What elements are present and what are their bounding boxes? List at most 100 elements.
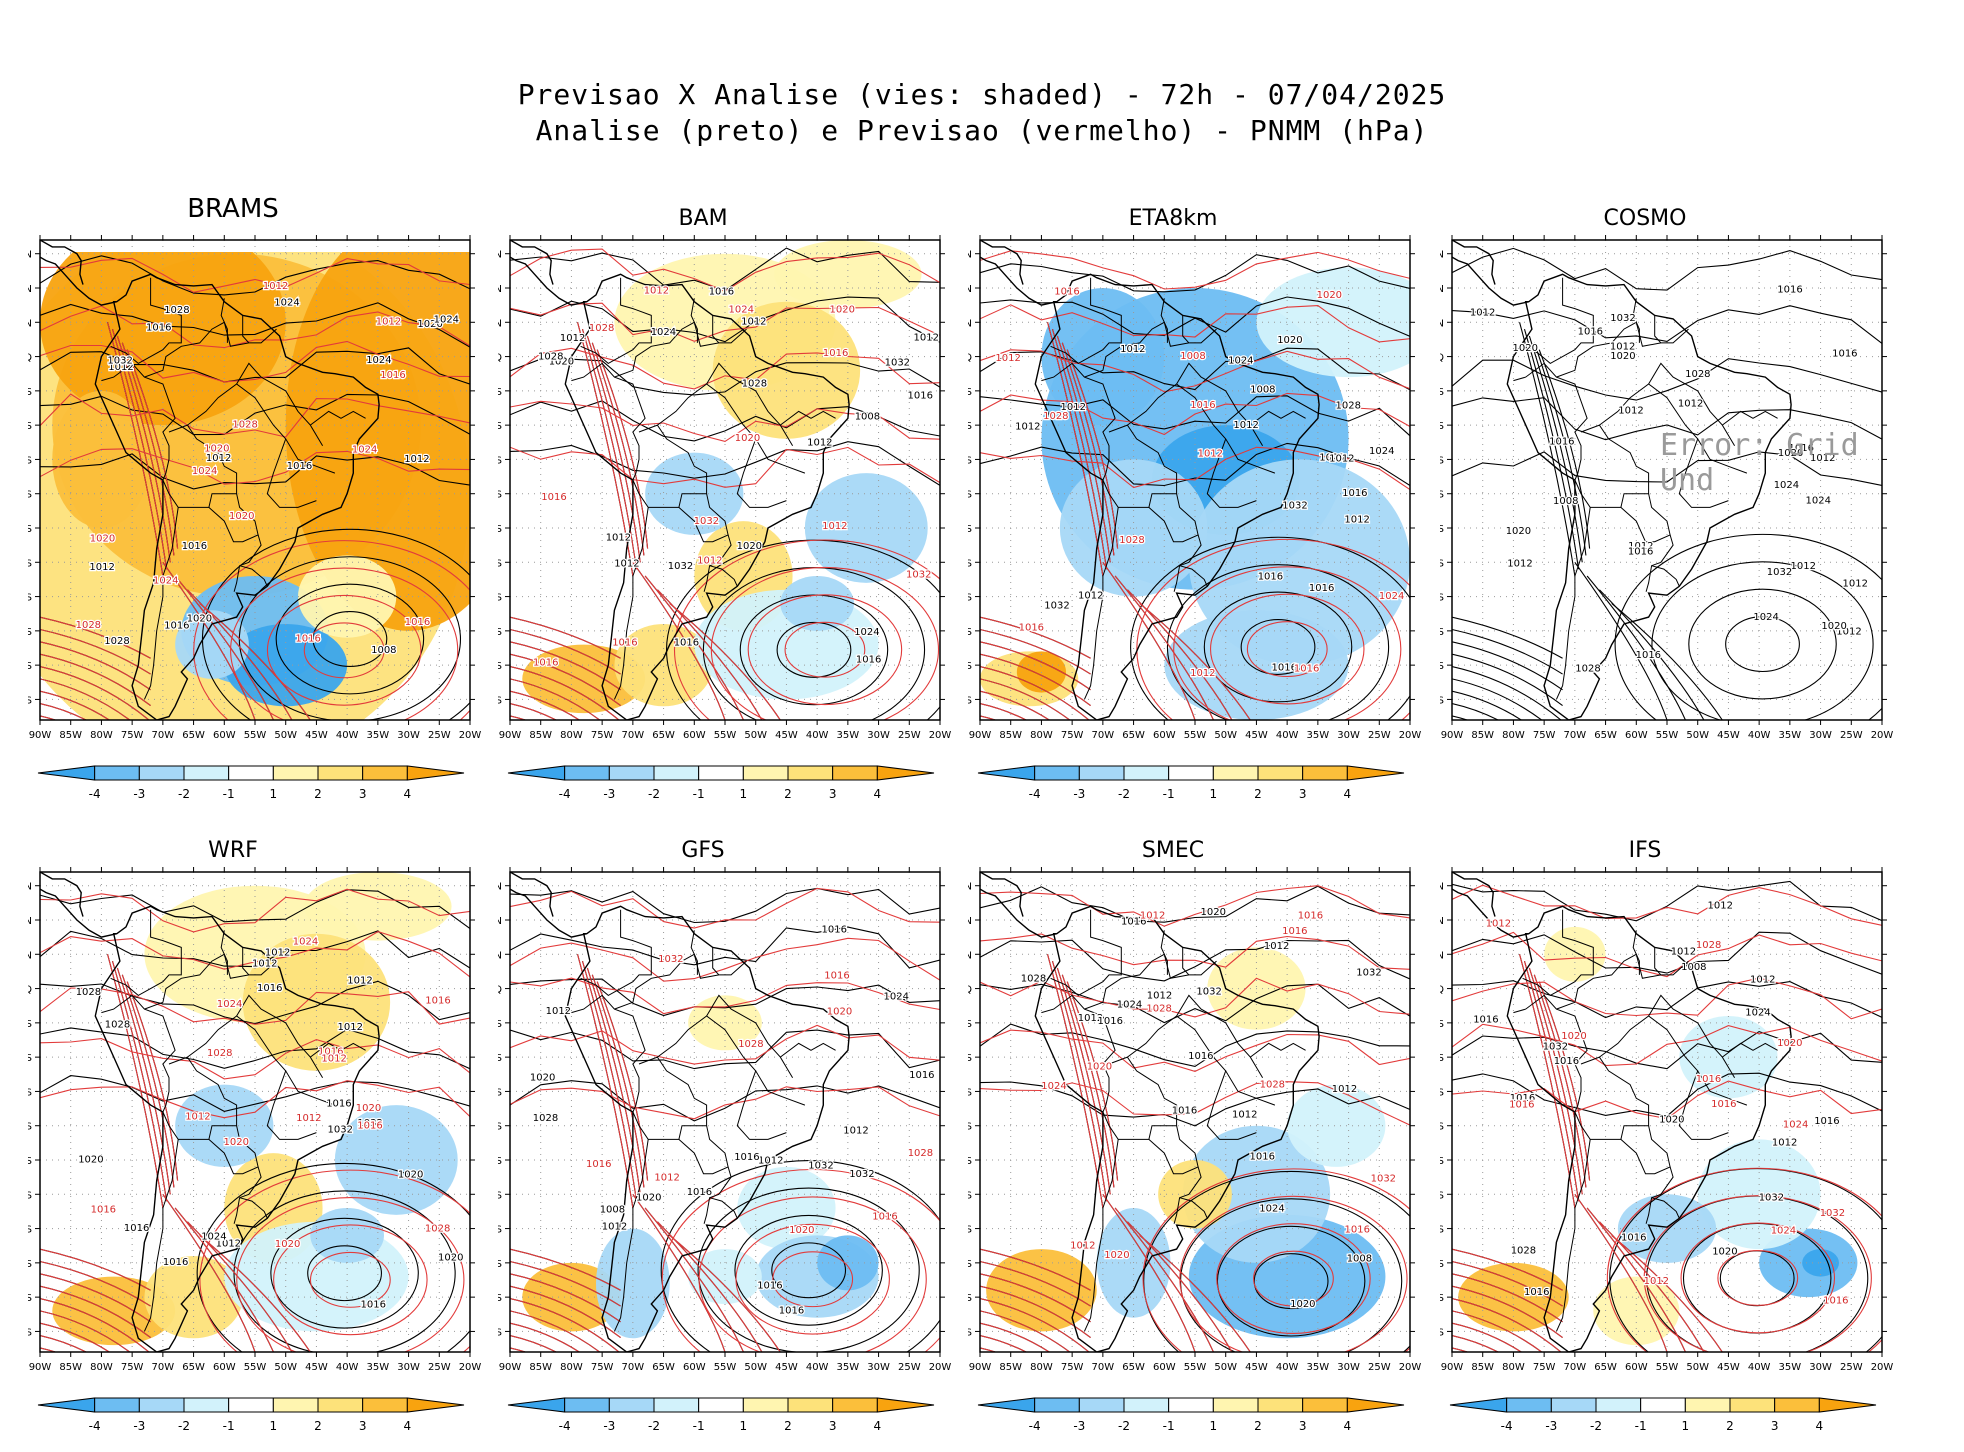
contour-label: 1024 xyxy=(1806,496,1831,507)
panel-title: BAM xyxy=(678,206,728,231)
contour-label: 1016 xyxy=(1054,286,1079,297)
contour-label: 1016 xyxy=(1272,662,1297,673)
contour-label: 1020 xyxy=(1506,526,1531,537)
lat-tick-label: 10S xyxy=(968,421,972,432)
isobar xyxy=(510,347,940,390)
isobar xyxy=(266,594,422,706)
lat-tick-label: 20S xyxy=(1440,490,1444,501)
lat-tick-label: 15N xyxy=(498,882,502,893)
isobar xyxy=(980,665,1090,720)
lat-tick-label: 5S xyxy=(968,1019,972,1030)
isobar xyxy=(1452,653,1563,707)
isobar xyxy=(510,1024,940,1065)
isobar xyxy=(230,567,459,720)
contour-label: 1024 xyxy=(1745,1008,1770,1019)
contour-label: 1024 xyxy=(884,991,909,1002)
figure-title-line-2: Analise (preto) e Previsao (vermelho) - … xyxy=(535,114,1429,147)
contour-label: 1032 xyxy=(1356,968,1381,979)
lat-tick-label: 50S xyxy=(968,1327,972,1338)
lat-tick-label: 5S xyxy=(28,387,32,398)
lat-tick-label: 25S xyxy=(498,1156,502,1167)
contour-label: 1020 xyxy=(78,1155,103,1166)
colorbar-label: 2 xyxy=(1726,1419,1734,1433)
lat-tick-label: 10S xyxy=(1440,1053,1444,1064)
map-plot: 1016101210121012101610121016101610201024… xyxy=(1440,867,1893,1372)
colorbar-label: -2 xyxy=(648,787,660,801)
isobar xyxy=(1051,960,1108,1202)
isobar xyxy=(199,1235,311,1352)
country-borders xyxy=(101,909,366,1332)
contour-label: 1008 xyxy=(855,412,880,423)
contour-label: 1012 xyxy=(1708,901,1733,912)
isobar xyxy=(1651,561,1874,720)
isobar xyxy=(586,967,641,1195)
isobar xyxy=(980,678,1071,720)
lon-tick-label: 40W xyxy=(1748,730,1771,740)
contour-label: 1012 xyxy=(1470,307,1495,318)
isobar xyxy=(510,690,581,720)
lon-tick-label: 50W xyxy=(274,1362,297,1372)
lat-tick-label: 15S xyxy=(1440,1087,1444,1098)
isobar xyxy=(644,575,744,720)
lon-tick-label: 25W xyxy=(898,730,921,740)
isobar xyxy=(660,1160,940,1352)
isobar xyxy=(980,690,1051,720)
contour-label: 1016 xyxy=(533,657,558,668)
lon-tick-label: 30W xyxy=(867,730,890,740)
contour-label: 1016 xyxy=(326,1099,351,1110)
isobar xyxy=(644,1207,744,1352)
lat-tick-label: 35S xyxy=(1440,593,1444,604)
contour-label: 1016 xyxy=(361,1300,386,1311)
contour-label: 1024 xyxy=(1379,591,1404,602)
colorbar-bin xyxy=(787,1397,834,1413)
contour-label: 1016 xyxy=(709,287,734,298)
lat-tick-label: 35S xyxy=(968,593,972,604)
contour-label: 1012 xyxy=(1791,561,1816,572)
isobar xyxy=(669,1235,781,1352)
isobar xyxy=(510,1260,621,1307)
contour-label: 1032 xyxy=(357,1118,382,1129)
contour-label: 1012 xyxy=(263,281,288,292)
colorbar-bin xyxy=(1078,1397,1125,1413)
lat-tick-label: 5N xyxy=(1440,950,1444,961)
lon-tick-label: 30W xyxy=(397,1362,420,1372)
contour-label: 1008 xyxy=(600,1205,625,1216)
isobar xyxy=(980,1029,1410,1072)
isobar xyxy=(1142,1168,1410,1352)
colorbar-label: 2 xyxy=(314,787,322,801)
coastline xyxy=(510,872,850,1352)
contour-label: 1012 xyxy=(404,454,429,465)
contour-label: 1016 xyxy=(295,634,320,645)
lon-tick-label: 85W xyxy=(1471,730,1494,740)
contour-label: 1020 xyxy=(827,1007,852,1018)
contour-label: 1012 xyxy=(758,1155,783,1166)
country-borders xyxy=(571,277,836,700)
contour-label: 1012 xyxy=(1078,590,1103,601)
lat-tick-label: 15N xyxy=(1440,250,1444,261)
colorbar-label: 1 xyxy=(1210,1419,1218,1433)
lat-tick-label: 5N xyxy=(1440,318,1444,329)
lat-tick-label: 15S xyxy=(28,1087,32,1098)
contour-label: 1020 xyxy=(735,433,760,444)
lat-tick-label: 35S xyxy=(28,593,32,604)
lat-tick-label: 35S xyxy=(28,1225,32,1236)
colorbar-label: -3 xyxy=(1545,1419,1557,1433)
isobar xyxy=(40,1285,151,1339)
colorbar-bin xyxy=(653,1397,700,1413)
country-borders xyxy=(101,277,366,700)
isobar xyxy=(40,393,470,436)
colorbar-bin xyxy=(1640,1397,1686,1413)
lon-tick-label: 50W xyxy=(744,1362,767,1372)
isobar xyxy=(1452,305,1882,344)
bias-shading xyxy=(596,1228,670,1339)
isobar xyxy=(1452,641,1563,691)
lat-tick-label: EQ xyxy=(968,985,972,996)
country-borders xyxy=(571,909,836,1332)
bias-shading xyxy=(522,644,646,714)
bias-shading xyxy=(1287,1084,1386,1167)
contour-label: 1012 xyxy=(206,453,231,464)
colorbar: -4 -3 -2 -1 1 2 3 4 xyxy=(976,1390,1406,1438)
contour-label: 1032 xyxy=(808,1161,833,1172)
contour-label: 1032 xyxy=(1371,1174,1396,1185)
colorbar-bin xyxy=(507,765,566,781)
